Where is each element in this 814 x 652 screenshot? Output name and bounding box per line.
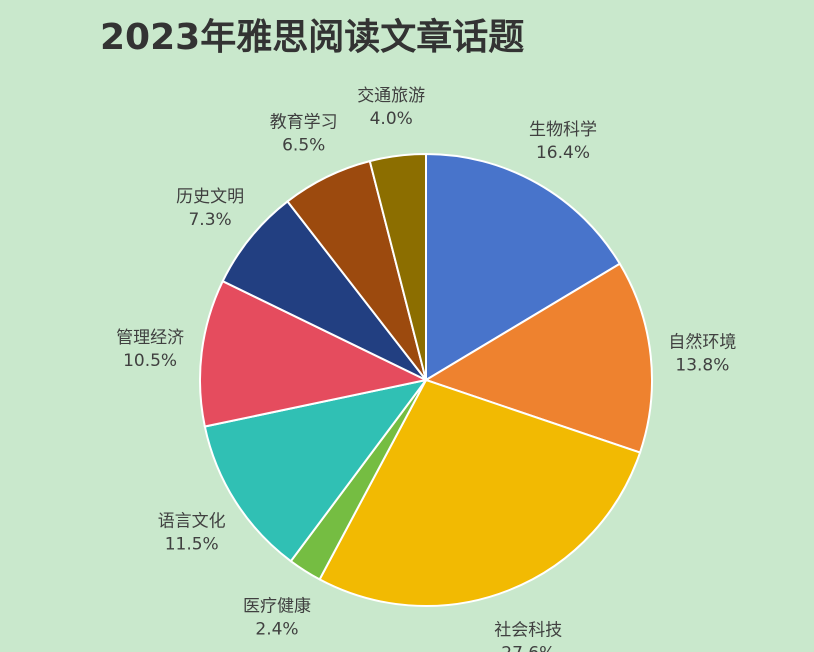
slice-percent-label: 10.5% [123,351,177,371]
slice-data-label: 历史文明 7.3% [176,187,244,230]
pie-data-labels: 生物科学 16.4% 自然环境 13.8% 社会科技 27.6% 医疗健康 2.4% 语言文化 1… [116,86,736,652]
slice-data-label: 管理经济 10.5% [116,328,184,371]
slice-data-label: 生物科学 16.4% [529,120,597,163]
slice-category-label: 管理经济 [116,328,184,348]
slice-percent-label: 16.4% [536,143,590,163]
pie-slices [199,152,653,607]
slice-data-label: 语言文化 11.5% [158,512,226,555]
slice-percent-label: 6.5% [282,135,325,155]
slice-percent-label: 4.0% [370,109,413,129]
slice-data-label: 交通旅游 4.0% [357,86,425,129]
pie-slice-3 [318,378,642,607]
chart-title: 2023年雅思阅读文章话题 [100,17,525,58]
pie-slice-9 [368,152,427,381]
slice-category-label: 教育学习 [270,112,338,132]
slice-percent-label: 2.4% [255,620,298,640]
slice-data-label: 自然环境 13.8% [668,332,736,375]
slice-category-label: 语言文化 [158,512,226,532]
slice-category-label: 历史文明 [176,187,244,207]
slice-category-label: 交通旅游 [357,86,425,106]
slice-percent-label: 27.6% [501,644,555,652]
slice-data-label: 教育学习 6.5% [270,112,338,155]
slice-data-label: 医疗健康 2.4% [243,597,311,640]
slice-percent-label: 7.3% [188,210,231,230]
slice-data-label: 社会科技 27.6% [494,621,562,652]
slice-category-label: 社会科技 [494,621,562,641]
pie-slice-7 [221,200,427,381]
pie-slice-5 [203,378,429,563]
slice-percent-label: 13.8% [675,355,729,375]
pie-slice-6 [199,279,430,428]
pie-slice-1 [425,152,622,382]
pie-slice-2 [423,262,653,454]
slice-percent-label: 11.5% [165,535,219,555]
slice-category-label: 自然环境 [668,332,736,352]
slice-category-label: 生物科学 [529,120,597,140]
slice-category-label: 医疗健康 [243,597,311,617]
